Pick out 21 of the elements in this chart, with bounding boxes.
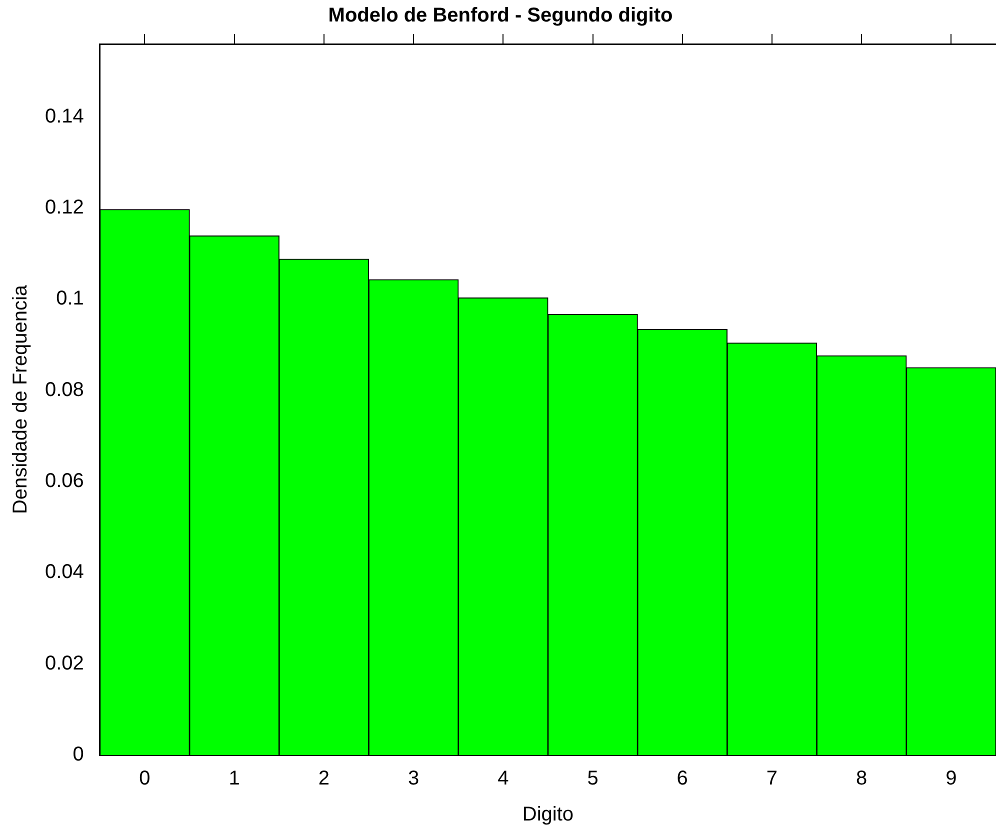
y-tick-label: 0.12 <box>44 196 84 219</box>
x-tick-label: 7 <box>766 768 778 790</box>
x-tick-label: 3 <box>408 768 420 790</box>
y-tick-label: 0.08 <box>44 378 84 401</box>
y-tick-label: 0.04 <box>44 561 84 584</box>
y-tick-label: 0 <box>72 744 84 766</box>
chart-title: Modelo de Benford - Segundo digito <box>328 4 673 27</box>
x-tick-label: 2 <box>318 768 330 790</box>
y-tick-label: 0.14 <box>44 105 84 128</box>
x-tick-label: 9 <box>946 768 957 790</box>
x-tick-label: 6 <box>676 768 688 790</box>
x-tick-label: 8 <box>856 768 868 790</box>
x-axis-title: Digito <box>522 804 574 826</box>
y-axis-title: Densidade de Frequencia <box>10 284 32 514</box>
x-tick-label: 1 <box>228 768 240 790</box>
x-tick-label: 0 <box>139 768 150 790</box>
y-tick-label: 0.02 <box>44 652 84 674</box>
y-tick-label: 0.1 <box>56 288 84 310</box>
x-tick-label: 4 <box>498 768 509 790</box>
y-tick-label: 0.06 <box>44 470 84 492</box>
x-tick-label: 5 <box>587 768 598 790</box>
